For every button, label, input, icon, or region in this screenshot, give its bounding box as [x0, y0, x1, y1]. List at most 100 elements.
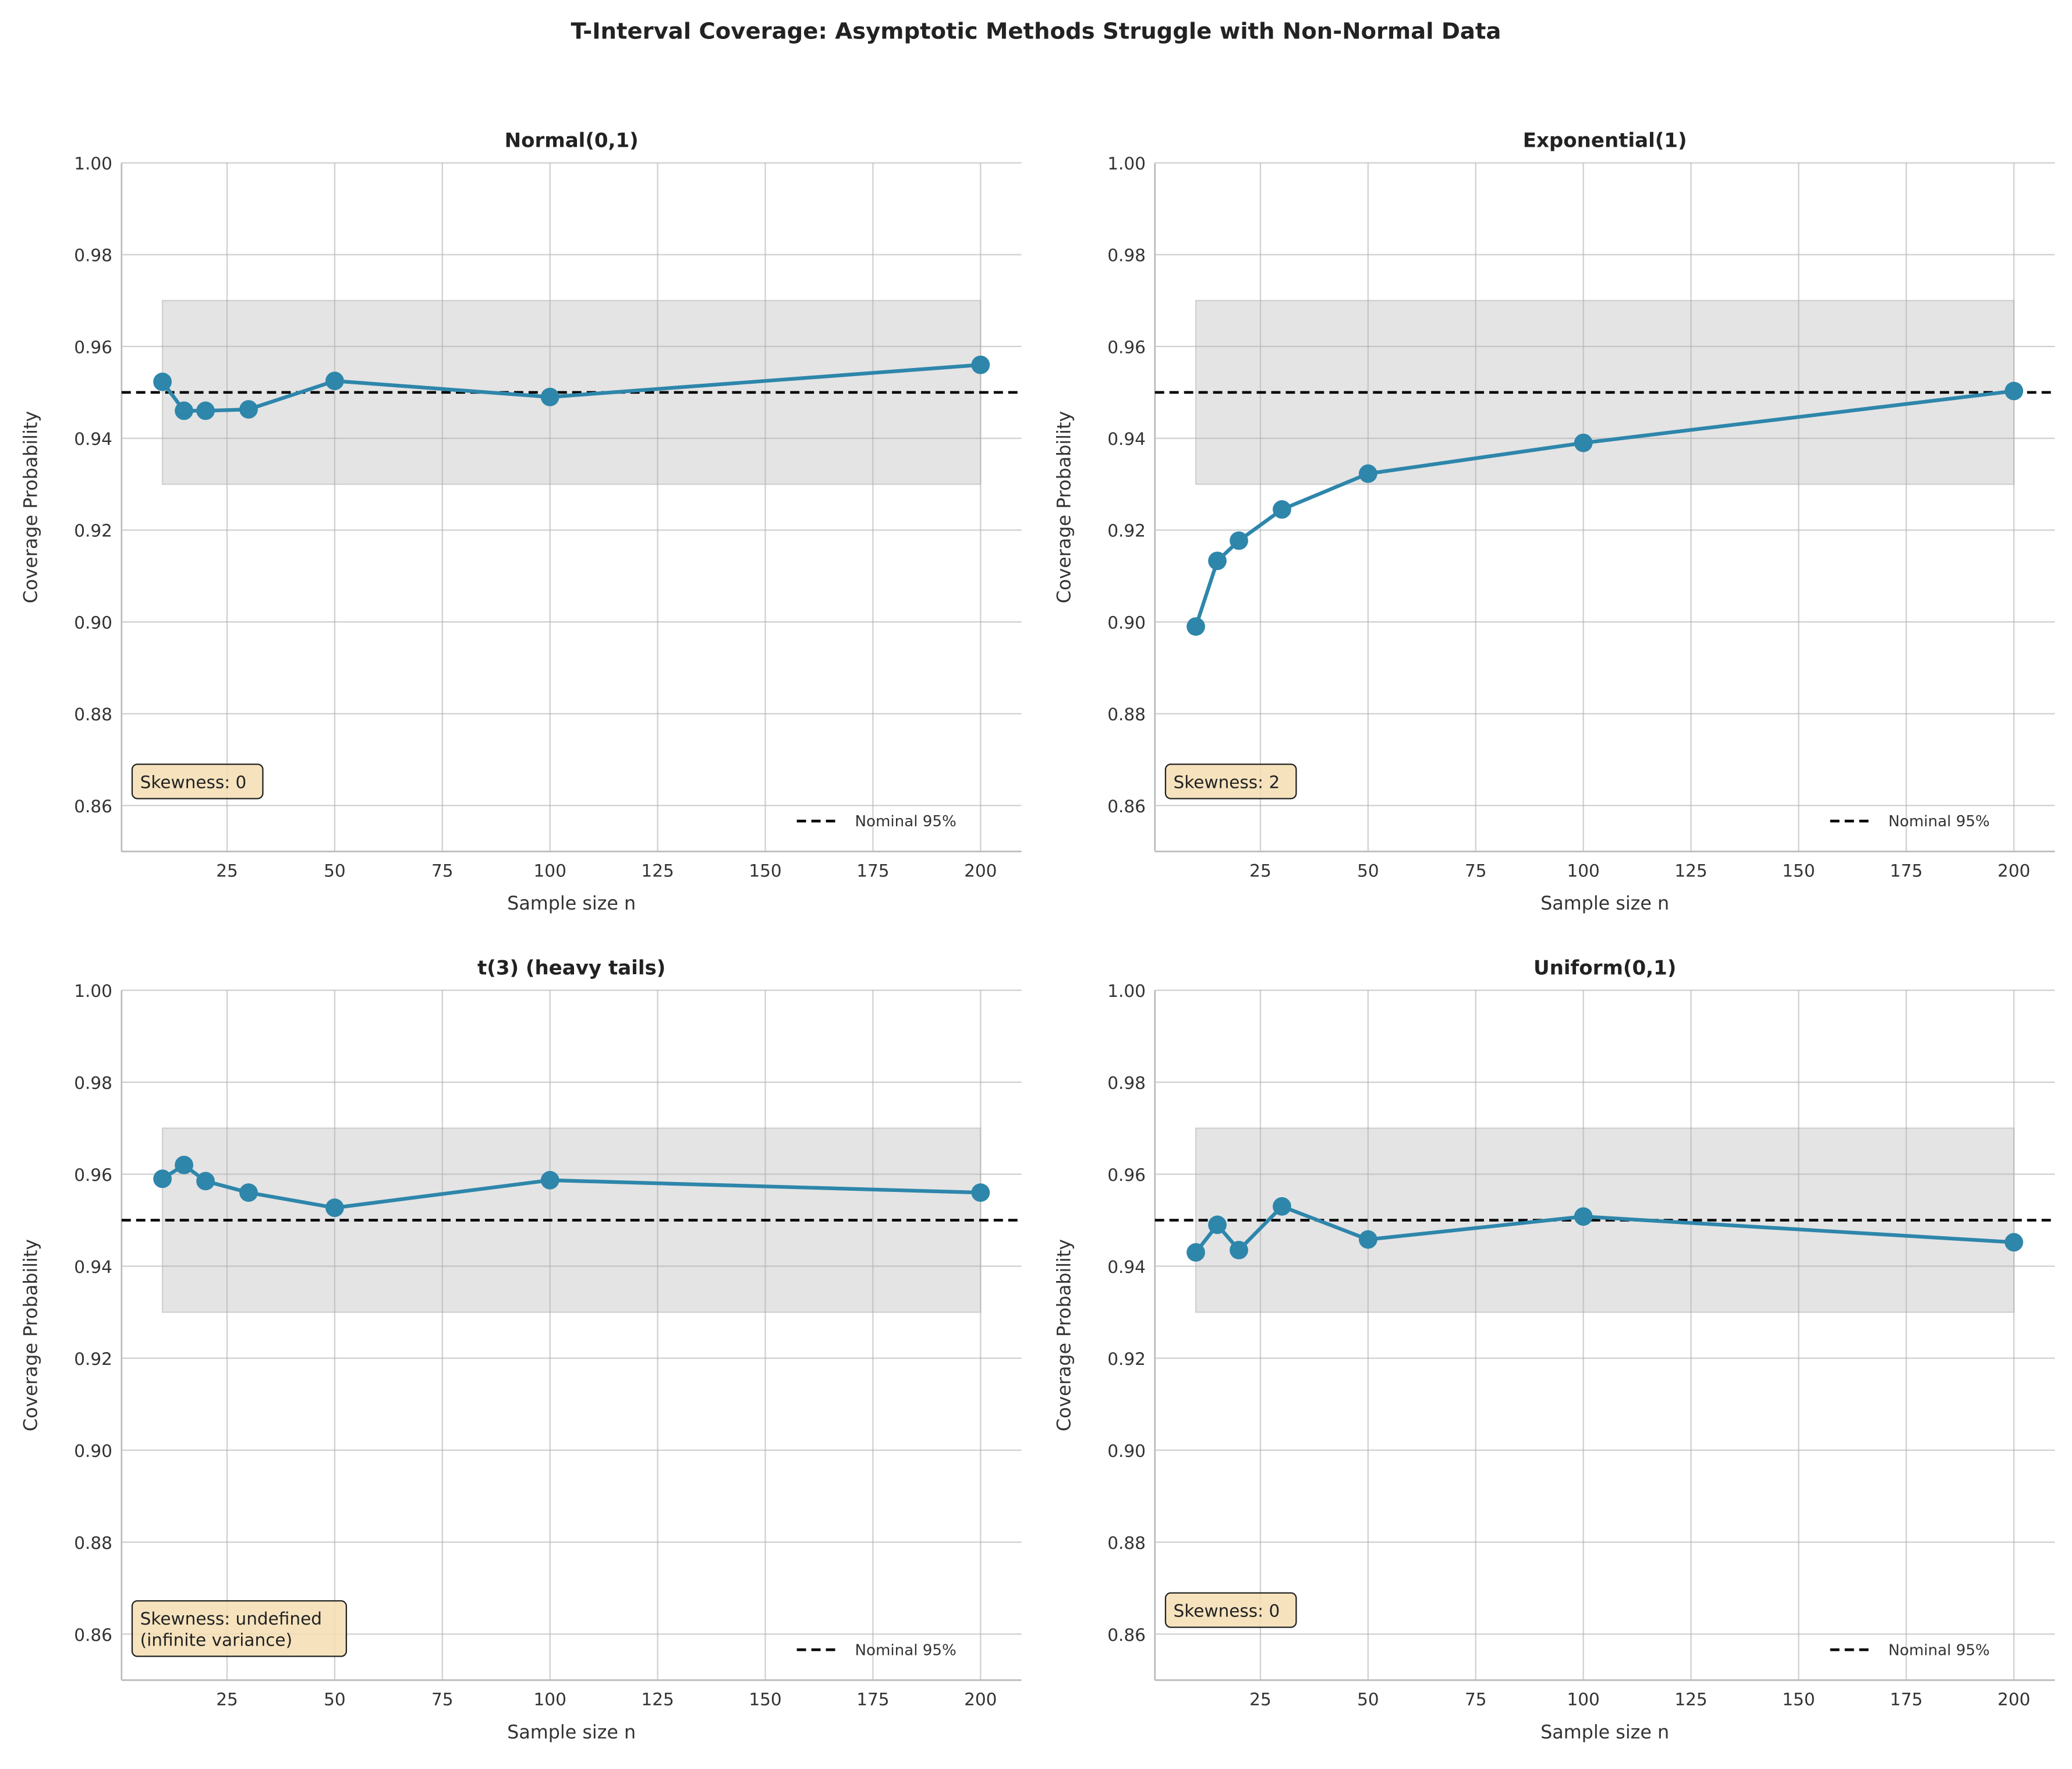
x-tick-label: 150	[1782, 1690, 1815, 1710]
x-tick-label: 175	[856, 861, 889, 880]
y-tick-label: 1.00	[1107, 154, 1146, 174]
data-point	[971, 1183, 990, 1202]
x-tick-label: 200	[964, 1690, 997, 1710]
y-tick-label: 1.00	[74, 981, 112, 1001]
y-tick-label: 0.92	[1107, 1349, 1146, 1369]
y-tick-label: 0.96	[1107, 1165, 1146, 1185]
data-point	[1230, 531, 1248, 550]
data-point	[540, 1170, 559, 1190]
data-point	[1208, 551, 1227, 571]
x-axis-label: Sample size n	[1540, 1722, 1669, 1743]
x-tick-label: 200	[1997, 1690, 2030, 1710]
x-tick-label: 25	[216, 1690, 238, 1710]
y-tick-label: 1.00	[74, 154, 112, 174]
subplot-title: Uniform(0,1)	[1533, 956, 1676, 979]
y-tick-label: 0.94	[74, 1257, 112, 1277]
x-tick-label: 125	[1674, 1690, 1707, 1710]
y-tick-label: 0.90	[1107, 1441, 1146, 1461]
x-tick-label: 75	[431, 1690, 454, 1710]
data-point	[175, 1155, 193, 1174]
y-tick-label: 0.90	[74, 613, 112, 632]
y-tick-label: 0.96	[1107, 337, 1146, 357]
y-tick-label: 0.94	[74, 429, 112, 449]
data-point	[1186, 1243, 1205, 1262]
x-tick-label: 50	[324, 1690, 346, 1710]
y-axis-label: Coverage Probability	[1054, 1239, 1075, 1431]
y-tick-label: 1.00	[1107, 981, 1146, 1001]
y-tick-label: 0.96	[74, 1165, 112, 1185]
x-tick-label: 125	[1674, 861, 1707, 880]
data-point	[196, 401, 215, 420]
x-tick-label: 50	[1357, 1690, 1379, 1710]
data-point	[153, 1169, 172, 1188]
data-point	[1574, 433, 1593, 452]
x-axis-label: Sample size n	[507, 1722, 636, 1743]
y-axis-label: Coverage Probability	[1054, 411, 1075, 603]
x-tick-label: 175	[1890, 1690, 1922, 1710]
legend-label: Nominal 95%	[855, 813, 957, 830]
data-point	[239, 1183, 258, 1202]
skewness-annotation: Skewness: 2	[1174, 772, 1280, 792]
x-tick-label: 175	[856, 1690, 889, 1710]
x-tick-label: 50	[324, 861, 346, 880]
x-tick-label: 150	[749, 861, 781, 880]
subplot-3: 25 50 75 100 125 150 175 200 0.86 0.88 0.90 0.92 0.9…	[1054, 956, 2055, 1743]
y-tick-label: 0.94	[1107, 429, 1146, 449]
skewness-annotation-box	[1164, 763, 1297, 799]
x-tick-label: 75	[1465, 861, 1487, 880]
x-tick-label: 150	[749, 1690, 781, 1710]
skewness-annotation: Skewness: undefined	[140, 1609, 322, 1629]
data-point	[196, 1172, 215, 1191]
data-point	[175, 401, 193, 420]
x-tick-label: 125	[641, 1690, 674, 1710]
data-point	[1273, 500, 1291, 519]
data-point	[1273, 1197, 1291, 1216]
legend-label: Nominal 95%	[1889, 813, 1990, 830]
x-tick-label: 100	[1567, 861, 1600, 880]
y-tick-label: 0.88	[1107, 705, 1146, 724]
subplot-2: 25 50 75 100 125 150 175 200 0.86 0.88 0.90 0.92 0.9…	[21, 956, 1022, 1743]
subplot-1: 25 50 75 100 125 150 175 200 0.86 0.88 0.90 0.92 0.9…	[1054, 129, 2055, 914]
data-point	[1230, 1240, 1248, 1259]
y-tick-label: 0.88	[74, 1533, 112, 1553]
legend-label: Nominal 95%	[1889, 1641, 1990, 1659]
y-tick-label: 0.92	[74, 521, 112, 541]
x-tick-label: 100	[534, 1690, 566, 1710]
data-point	[540, 387, 559, 406]
y-tick-label: 0.90	[1107, 613, 1146, 632]
x-tick-label: 25	[1249, 861, 1271, 880]
subplot-title: Normal(0,1)	[505, 129, 639, 152]
data-point	[971, 355, 990, 374]
y-tick-label: 0.88	[1107, 1533, 1146, 1553]
figure-title: T-Interval Coverage: Asymptotic Methods …	[571, 18, 1501, 44]
skewness-annotation-box	[1164, 1592, 1297, 1628]
skewness-annotation: Skewness: 0	[1174, 1601, 1280, 1621]
data-point	[153, 372, 172, 391]
data-point	[239, 400, 258, 419]
y-tick-label: 0.88	[74, 705, 112, 724]
subplot-0: 25 50 75 100 125 150 175 200 0.86 0.88 0.90 0.92 0.9…	[21, 129, 1022, 914]
x-axis-label: Sample size n	[507, 893, 636, 914]
y-tick-label: 0.86	[1107, 1625, 1146, 1645]
y-tick-label: 0.94	[1107, 1257, 1146, 1277]
x-tick-label: 100	[534, 861, 566, 880]
y-tick-label: 0.98	[74, 1073, 112, 1093]
y-tick-label: 0.86	[1107, 797, 1146, 816]
x-tick-label: 25	[216, 861, 238, 880]
y-tick-label: 0.92	[1107, 521, 1146, 541]
y-axis-label: Coverage Probability	[21, 411, 42, 603]
subplot-title: Exponential(1)	[1523, 129, 1687, 152]
skewness-annotation: Skewness: 0	[140, 772, 247, 792]
x-tick-label: 200	[1997, 861, 2030, 880]
y-tick-label: 0.98	[1107, 1073, 1146, 1093]
skewness-annotation: (infinite variance)	[140, 1630, 292, 1650]
x-tick-label: 200	[964, 861, 997, 880]
subplot-title: t(3) (heavy tails)	[477, 956, 665, 979]
x-tick-label: 50	[1357, 861, 1379, 880]
data-point	[1574, 1207, 1593, 1226]
x-tick-label: 150	[1782, 861, 1815, 880]
x-tick-label: 100	[1567, 1690, 1600, 1710]
data-point	[1358, 464, 1377, 483]
y-tick-label: 0.98	[1107, 246, 1146, 266]
data-point	[1358, 1230, 1377, 1249]
